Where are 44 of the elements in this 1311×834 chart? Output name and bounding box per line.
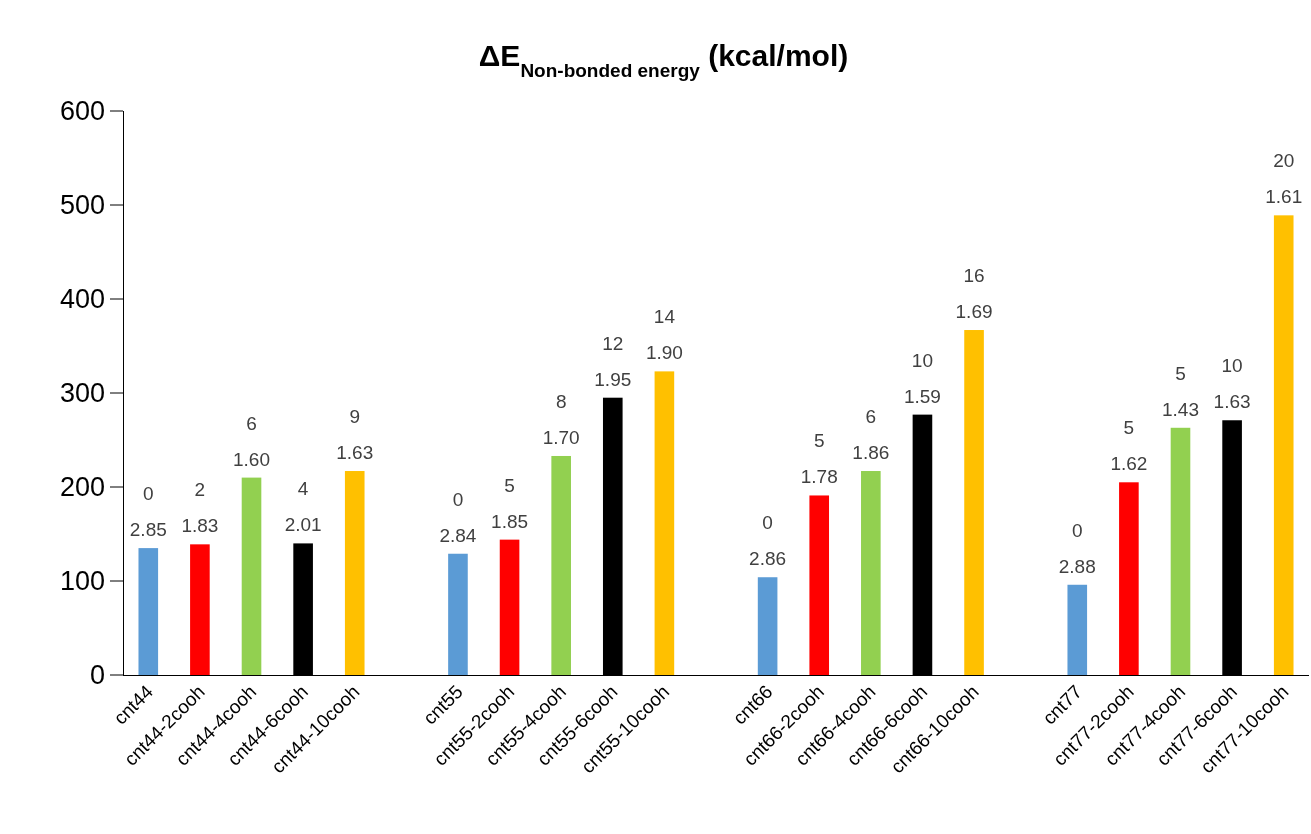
annotation: 9 1.63 (336, 406, 374, 464)
bar (1273, 215, 1294, 675)
bar (809, 495, 830, 675)
y-tick-label: 0 (89, 660, 105, 691)
annotation: 12 1.95 (594, 332, 632, 390)
annotation: 14 1.90 (645, 306, 683, 364)
bar (344, 471, 365, 675)
annotation: 10 1.59 (903, 349, 941, 407)
bar (861, 471, 881, 675)
annotation: 0 2.85 (129, 483, 167, 541)
bar (551, 455, 571, 675)
bar (654, 371, 675, 675)
annotation: 0 2.88 (1058, 519, 1096, 577)
annotation: 20 1.61 (1265, 150, 1303, 208)
y-tick-label: 300 (59, 378, 105, 409)
annotation: 8 1.70 (542, 390, 580, 448)
bar (499, 539, 520, 675)
y-tick-label: 100 (59, 566, 105, 597)
annotation: 2 1.83 (181, 479, 219, 537)
bar (448, 553, 468, 675)
bar (138, 548, 159, 675)
y-tick-label: 600 (59, 96, 105, 127)
bar (190, 544, 210, 675)
annotation: 0 2.86 (749, 512, 787, 570)
annotation: 16 1.69 (955, 265, 993, 323)
annotation: 5 1.78 (800, 430, 838, 488)
bar (964, 330, 984, 675)
chart-title: ΔE$_{Non-bonded energy}$ (kcal/mol) (478, 39, 849, 81)
y-tick-label: 500 (59, 190, 105, 221)
bar (1119, 482, 1139, 675)
bar (1067, 584, 1088, 675)
bar (757, 577, 778, 675)
annotation: 4 2.01 (284, 478, 322, 536)
annotation: 6 1.86 (852, 406, 890, 464)
y-tick-label: 200 (59, 472, 105, 503)
annotation: 0 2.84 (439, 488, 477, 546)
bar (241, 477, 262, 675)
bar (1170, 427, 1191, 675)
y-tick-label: 400 (59, 284, 105, 315)
annotation: 5 1.43 (1162, 362, 1199, 420)
annotation: 6 1.60 (233, 412, 270, 470)
annotation: 5 1.85 (491, 474, 529, 532)
annotation: 10 1.63 (1213, 355, 1251, 413)
annotation: 5 1.62 (1110, 417, 1148, 475)
